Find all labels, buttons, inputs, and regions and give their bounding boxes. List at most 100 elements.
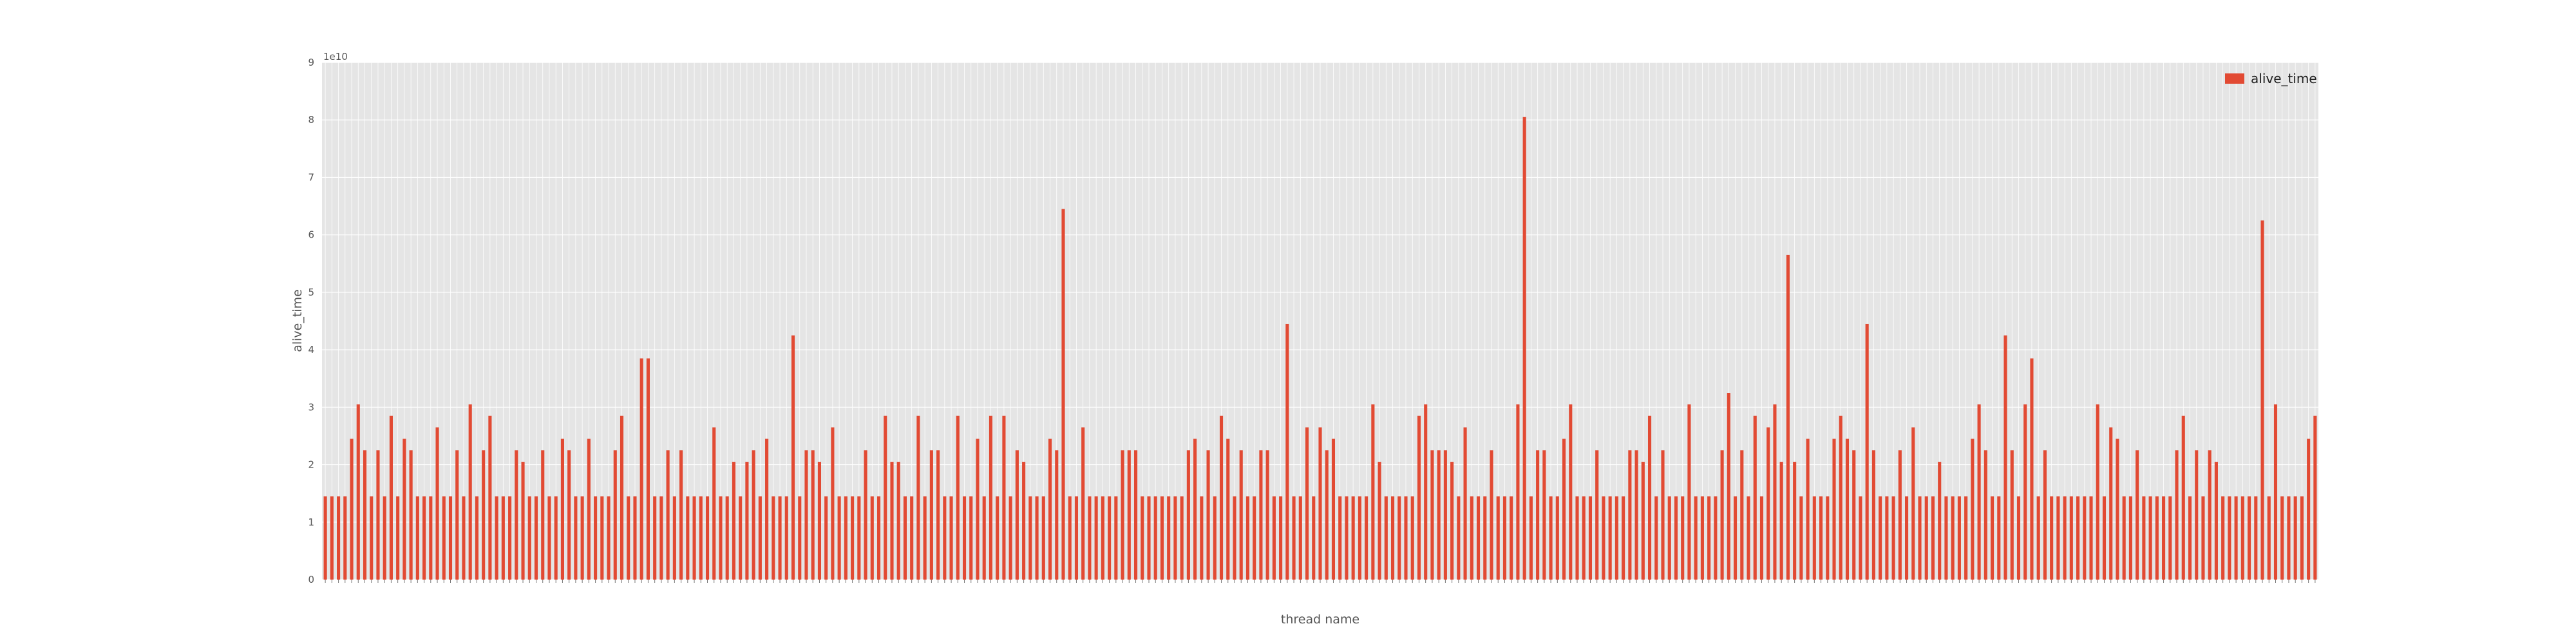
bar bbox=[2287, 496, 2291, 580]
bar bbox=[772, 496, 775, 580]
bar bbox=[2076, 496, 2080, 580]
bar bbox=[1575, 496, 1579, 580]
y-tick-label: 5 bbox=[308, 287, 314, 298]
y-offset-text: 1e10 bbox=[323, 51, 348, 62]
bar bbox=[1160, 496, 1164, 580]
bar bbox=[824, 496, 828, 580]
bar bbox=[1766, 427, 1770, 580]
bar bbox=[1582, 496, 1586, 580]
bar bbox=[1390, 496, 1395, 580]
bar bbox=[1931, 496, 1935, 580]
y-axis-label: alive_time bbox=[290, 289, 305, 352]
bar bbox=[916, 415, 920, 580]
bar bbox=[1733, 496, 1738, 580]
bar bbox=[857, 496, 861, 580]
bar bbox=[1470, 496, 1473, 580]
bar bbox=[1147, 496, 1151, 580]
bar bbox=[2109, 427, 2113, 580]
bar bbox=[666, 450, 670, 580]
bar bbox=[1186, 450, 1190, 580]
bar bbox=[1285, 323, 1289, 580]
bar bbox=[851, 496, 855, 580]
bar bbox=[949, 496, 953, 580]
bar bbox=[646, 358, 650, 580]
bar bbox=[1628, 450, 1632, 580]
bar bbox=[1127, 450, 1131, 580]
bar bbox=[1245, 496, 1250, 580]
bar bbox=[2050, 496, 2054, 580]
bar bbox=[462, 496, 466, 580]
bar bbox=[778, 496, 782, 580]
bar bbox=[620, 415, 624, 580]
bar bbox=[534, 496, 538, 580]
bar bbox=[962, 496, 967, 580]
bar bbox=[837, 496, 841, 580]
bars bbox=[323, 117, 2317, 580]
bar bbox=[2122, 496, 2126, 580]
bar bbox=[2201, 496, 2205, 580]
bar bbox=[1041, 496, 1045, 580]
bar bbox=[1200, 496, 1204, 580]
bar bbox=[2136, 450, 2139, 580]
bar bbox=[2307, 439, 2311, 580]
legend-swatch bbox=[2225, 73, 2244, 84]
bar bbox=[2155, 496, 2159, 580]
bar bbox=[1773, 404, 1777, 580]
bar bbox=[468, 404, 472, 580]
bar bbox=[1602, 496, 1605, 580]
bar bbox=[1279, 496, 1283, 580]
bar bbox=[396, 496, 400, 580]
bar bbox=[574, 496, 578, 580]
bar bbox=[1061, 209, 1065, 580]
bar bbox=[343, 496, 347, 580]
bar bbox=[791, 335, 795, 580]
bar bbox=[1365, 496, 1368, 580]
bar bbox=[1437, 450, 1441, 580]
bar bbox=[817, 462, 821, 580]
bar bbox=[1114, 496, 1118, 580]
bar bbox=[337, 496, 341, 580]
bar bbox=[639, 358, 643, 580]
bar bbox=[633, 496, 637, 580]
bar bbox=[1991, 496, 1994, 580]
bar bbox=[1898, 450, 1902, 580]
bar bbox=[923, 496, 927, 580]
bar bbox=[1133, 450, 1138, 580]
bar bbox=[429, 496, 433, 580]
bar bbox=[1615, 496, 1618, 580]
bar bbox=[2148, 496, 2152, 580]
bar bbox=[356, 404, 360, 580]
bar bbox=[2102, 496, 2107, 580]
bar bbox=[936, 450, 940, 580]
bar bbox=[1549, 496, 1553, 580]
bar bbox=[996, 496, 999, 580]
bar bbox=[1450, 462, 1454, 580]
bar bbox=[1647, 415, 1652, 580]
bar bbox=[1747, 496, 1750, 580]
bar bbox=[659, 496, 663, 580]
bar bbox=[1180, 496, 1184, 580]
bar bbox=[1924, 496, 1928, 580]
bar bbox=[1826, 496, 1830, 580]
bar bbox=[1055, 450, 1059, 580]
bar bbox=[2188, 496, 2192, 580]
bar bbox=[1911, 427, 1915, 580]
bar bbox=[1074, 496, 1079, 580]
bar bbox=[1253, 496, 1256, 580]
bar bbox=[2096, 404, 2099, 580]
bar bbox=[1028, 496, 1032, 580]
bar bbox=[1022, 462, 1026, 580]
bar bbox=[692, 496, 696, 580]
bar bbox=[844, 496, 848, 580]
bar bbox=[804, 450, 808, 580]
bar bbox=[330, 496, 334, 580]
bar bbox=[2248, 496, 2251, 580]
bar bbox=[2116, 439, 2119, 580]
bar bbox=[1951, 496, 1955, 580]
bar bbox=[1325, 450, 1329, 580]
bar bbox=[725, 496, 729, 580]
bar bbox=[508, 496, 512, 580]
bar bbox=[1891, 496, 1895, 580]
bar bbox=[1536, 450, 1540, 580]
bar bbox=[2267, 496, 2271, 580]
